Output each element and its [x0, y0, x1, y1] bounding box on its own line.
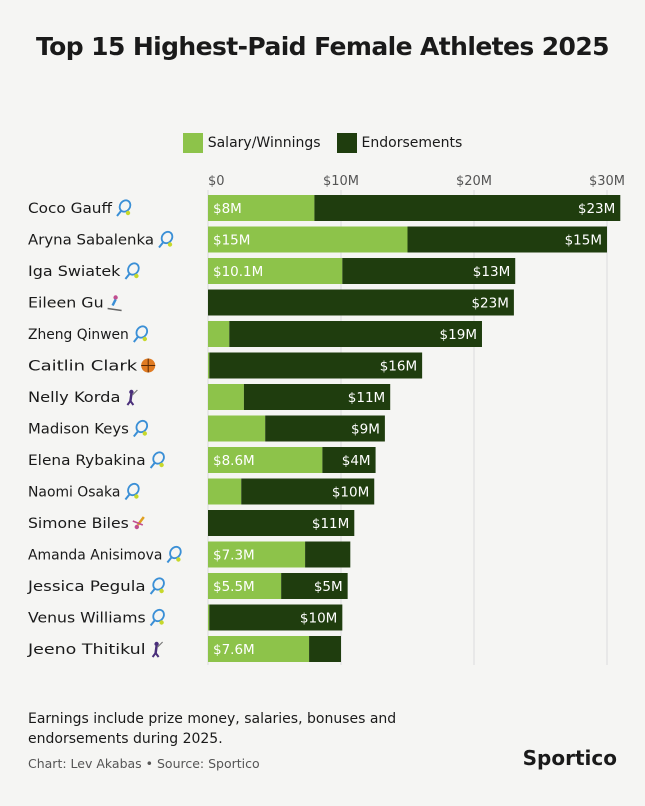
tennis-icon [166, 545, 182, 564]
endorsement-value-label: $10M [332, 485, 369, 501]
endorsement-bar [208, 510, 355, 536]
athlete-name: Elena Rybakina [28, 453, 146, 469]
endorsement-bar [241, 478, 375, 505]
endorsement-value-label: $23M [471, 296, 508, 312]
tennis-icon [158, 230, 174, 249]
athlete-name: Aryna Sabalenka [28, 233, 154, 249]
salary-bar [208, 226, 408, 253]
endorsement-bar [208, 289, 514, 316]
endorsement-bar [209, 604, 343, 631]
endorsement-bar [305, 541, 351, 568]
athlete-name: Jeeno Thitikul [27, 642, 146, 658]
athlete-name: Jessica Pegula [27, 579, 146, 595]
tennis-icon [149, 608, 165, 627]
x-tick-label: $30M [589, 174, 625, 189]
salary-bar [208, 636, 310, 662]
salary-bar [208, 573, 282, 599]
gymnastics-icon [132, 516, 145, 530]
endorsement-value-label: $13M [473, 264, 510, 280]
salary-value-label: $10.1M [213, 264, 263, 280]
athlete-name: Venus Williams [28, 611, 146, 627]
endorsement-value-label: $10M [300, 611, 337, 627]
endorsement-value-label: $4M [342, 453, 371, 469]
chart-title: Top 15 Highest-Paid Female Athletes 2025 [36, 32, 610, 61]
tennis-icon [149, 451, 165, 469]
athlete-name: Amanda Anisimova [28, 548, 162, 564]
salary-bar [208, 352, 210, 379]
chart-note: Earnings include prize money, salaries, … [28, 711, 397, 747]
salary-value-label: $7.3M [213, 548, 255, 564]
endorsement-value-label: $11M [348, 390, 385, 406]
endorsement-value-label: $19M [440, 327, 477, 343]
legend-label-salary: Salary/Winnings [207, 135, 321, 151]
salary-value-label: $7.6M [213, 642, 255, 658]
endorsement-bar [407, 226, 607, 253]
tennis-icon [149, 577, 165, 595]
skiing-icon [107, 295, 122, 312]
endorsement-bar [209, 352, 423, 379]
athlete-name: Zheng Qinwen [28, 327, 129, 343]
tennis-icon [116, 199, 132, 217]
tennis-icon [133, 325, 149, 343]
legend-label-endorsements: Endorsements [361, 135, 463, 151]
legend-item-endorsements: Endorsements [336, 133, 463, 153]
salary-bar [208, 384, 244, 410]
endorsement-bar [342, 258, 516, 284]
athlete-name: Nelly Korda [28, 390, 120, 406]
athlete-name: Naomi Osaka [28, 485, 120, 501]
athlete-name: Caitlin Clark [28, 359, 138, 375]
salary-value-label: $8M [213, 201, 242, 217]
endorsement-value-label: $16M [380, 359, 417, 375]
endorsement-bar [314, 195, 621, 221]
endorsement-bar [265, 415, 385, 442]
basketball-icon [141, 358, 156, 373]
salary-bar [208, 258, 343, 284]
golf-icon [126, 389, 138, 406]
endorsement-bar [309, 636, 341, 662]
legend-swatch-salary [182, 133, 203, 153]
salary-bar [208, 604, 210, 631]
salary-bar [208, 478, 242, 505]
endorsement-value-label: $11M [312, 516, 349, 532]
endorsement-value-label: $5M [314, 579, 343, 595]
salary-value-label: $8.6M [213, 453, 255, 469]
athlete-name: Eileen Gu [28, 296, 104, 312]
endorsement-bar [322, 447, 376, 473]
chart-legend: Salary/Winnings Endorsements [0, 133, 645, 153]
endorsement-bar [229, 321, 482, 347]
tennis-icon [124, 482, 140, 501]
athlete-name: Simone Biles [28, 516, 129, 532]
athlete-name: Iga Swiatek [28, 264, 121, 280]
salary-bar [208, 195, 315, 221]
golf-icon [151, 641, 164, 658]
salary-bar [208, 321, 230, 347]
athlete-name: Coco Gauff [28, 201, 112, 217]
chart-credit: Chart: Lev Akabas • Source: Sportico [28, 756, 260, 771]
endorsement-value-label: $9M [351, 422, 380, 438]
tennis-icon [133, 419, 149, 438]
x-tick-label: $0 [208, 174, 225, 189]
x-tick-label: $10M [323, 174, 359, 189]
salary-bar [208, 447, 323, 473]
endorsement-value-label: $15M [565, 233, 602, 249]
salary-value-label: $15M [213, 233, 250, 249]
endorsement-bar [243, 384, 391, 410]
salary-value-label: $5.5M [213, 579, 255, 595]
brand-logo: Sportico [522, 746, 617, 770]
tennis-icon [124, 262, 140, 280]
salary-bar [208, 541, 306, 568]
x-tick-label: $20M [456, 174, 492, 189]
athlete-name: Madison Keys [28, 422, 129, 438]
legend-swatch-endorsements [336, 133, 357, 153]
endorsement-value-label: $23M [578, 201, 615, 217]
endorsement-bar [281, 573, 348, 599]
legend-item-salary: Salary/Winnings [182, 133, 321, 153]
salary-bar [208, 415, 266, 442]
